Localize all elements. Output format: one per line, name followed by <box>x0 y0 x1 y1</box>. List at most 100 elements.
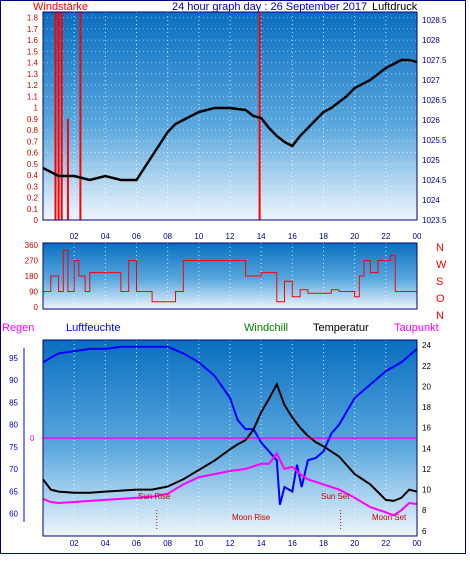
wind-axis-ticks: 1.8 1.7 1.6 1.5 1.4 1.3 1.2 1.1 1 0.9 0.8 0.7 0.6 0.5… <box>27 14 39 225</box>
wind-tick-label: 1.8 <box>27 14 39 23</box>
x-tick-label: 22 <box>381 539 390 548</box>
astro-events: Sun Rise Sun Set Moon Rise Moon Set <box>138 492 407 530</box>
wind-tick-label: 0.4 <box>27 171 39 180</box>
wind-tick-label: 0.5 <box>27 160 39 169</box>
sun-set-label: Sun Set <box>321 492 350 501</box>
moon-rise-label: Moon Rise <box>232 513 271 522</box>
temperature-tick-label: 24 <box>422 341 431 350</box>
pressure-tick-label: 1027 <box>422 76 440 85</box>
humidity-tick-label: 65 <box>9 487 18 496</box>
x-tick-label: 08 <box>163 539 172 548</box>
pressure-tick-label: 1028.5 <box>422 16 447 25</box>
direction-tick-label: 0 <box>34 303 39 312</box>
humidity-tick-label: 95 <box>9 354 18 363</box>
x-tick-label: 16 <box>288 232 297 241</box>
wind-tick-label: 0 <box>34 216 39 225</box>
humidity-axis-ticks: 95 90 85 80 75 70 65 60 <box>9 348 25 522</box>
direction-axis-ticks: 360 270 180 90 0 <box>25 241 39 312</box>
pressure-tick-label: 1024 <box>422 196 440 205</box>
pressure-tick-label: 1027.5 <box>422 56 447 65</box>
x-tick-label: 02 <box>70 539 79 548</box>
x-tick-label: 14 <box>257 539 266 548</box>
temperature-tick-label: 12 <box>422 465 431 474</box>
pressure-tick-label: 1028 <box>422 36 440 45</box>
x-tick-label: 16 <box>288 539 297 548</box>
pressure-label: Luftdruck <box>372 1 418 13</box>
temperature-humidity-panel: 95 90 85 80 75 70 65 60 24 22 20 18 16 14 12 10 8 6 0 Su… <box>9 339 431 548</box>
temperature-tick-label: 6 <box>422 527 427 536</box>
wind-direction-line <box>43 249 418 303</box>
x-tick-label: 12 <box>226 232 235 241</box>
direction-tick-label: 180 <box>25 272 39 281</box>
pressure-tick-label: 1023.5 <box>422 216 447 225</box>
wind-tick-label: 0.9 <box>27 115 39 124</box>
temperature-tick-label: 10 <box>422 486 431 495</box>
wind-pressure-grid <box>43 12 417 221</box>
pressure-tick-label: 1025.5 <box>422 136 447 145</box>
moon-set-label: Moon Set <box>372 513 407 522</box>
pressure-tick-label: 1026.5 <box>422 96 447 105</box>
direction-tick-label: 360 <box>25 241 39 250</box>
pressure-line <box>42 58 418 182</box>
pressure-tick-label: 1025 <box>422 156 440 165</box>
x-axis-ticks: 02 04 06 08 10 12 14 16 18 20 22 00 <box>70 232 422 241</box>
wind-tick-label: 1.6 <box>27 36 39 45</box>
x-tick-label: 00 <box>413 539 422 548</box>
x-tick-label: 06 <box>132 232 141 241</box>
direction-tick-label: 90 <box>29 288 38 297</box>
x-tick-label: 18 <box>319 232 328 241</box>
wind-bars <box>54 12 261 220</box>
x-tick-label: 20 <box>350 539 359 548</box>
temperature-tick-label: 18 <box>422 403 431 412</box>
direction-letter: S <box>436 276 443 288</box>
humidity-tick-label: 75 <box>9 443 18 452</box>
legend-humidity: Luftfeuchte <box>66 322 120 334</box>
temperature-axis-ticks: 24 22 20 18 16 14 12 10 8 6 <box>422 341 431 536</box>
dewpoint-line <box>42 451 418 517</box>
humidity-tick-label: 85 <box>9 398 18 407</box>
pressure-tick-label: 1024.5 <box>422 176 447 185</box>
pressure-tick-label: 1026 <box>422 116 440 125</box>
wind-tick-label: 1 <box>34 104 39 113</box>
wind-tick-label: 1.7 <box>27 25 39 34</box>
legend-temperature: Temperatur <box>313 322 369 334</box>
x-tick-label: 10 <box>194 539 203 548</box>
humidity-tick-label: 70 <box>9 465 18 474</box>
x-tick-label: 10 <box>194 232 203 241</box>
temperature-tick-label: 22 <box>422 362 431 371</box>
x-tick-label: 02 <box>70 232 79 241</box>
x-tick-label: 08 <box>163 232 172 241</box>
rain-tick-label: 0 <box>30 434 35 443</box>
wind-tick-label: 1.4 <box>27 59 39 68</box>
x-tick-label: 14 <box>257 232 266 241</box>
x-tick-label: 06 <box>132 539 141 548</box>
direction-letter: N <box>436 242 444 254</box>
sun-rise-label: Sun Rise <box>138 492 171 501</box>
temperature-tick-label: 20 <box>422 382 431 391</box>
wind-tick-label: 1.3 <box>27 70 39 79</box>
x-tick-label: 12 <box>226 539 235 548</box>
x-tick-label: 00 <box>413 232 422 241</box>
humidity-line <box>42 345 418 506</box>
x-tick-label: 18 <box>319 539 328 548</box>
wind-tick-label: 0.2 <box>27 194 39 203</box>
temperature-line <box>42 381 418 502</box>
wind-tick-label: 1.2 <box>27 81 39 90</box>
wind-tick-label: 0.1 <box>27 205 39 214</box>
graph-title: 24 hour graph day : 26 September 2017 <box>172 1 367 13</box>
temperature-humidity-grid <box>73 340 387 536</box>
wind-tick-label: 0.3 <box>27 182 39 191</box>
wind-label: Windstärke <box>33 1 88 13</box>
temperature-tick-label: 14 <box>422 444 431 453</box>
wind-tick-label: 1.1 <box>27 92 39 101</box>
x-tick-label: 04 <box>101 232 110 241</box>
x-tick-label: 04 <box>101 539 110 548</box>
temperature-tick-label: 8 <box>422 506 427 515</box>
x-tick-label: 20 <box>350 232 359 241</box>
wind-tick-label: 0.8 <box>27 126 39 135</box>
x-tick-label: 22 <box>381 232 390 241</box>
direction-letter: W <box>436 259 447 271</box>
wind-tick-label: 1.5 <box>27 47 39 56</box>
x-axis-ticks-bottom: 02 04 06 08 10 12 14 16 18 20 22 00 <box>70 539 422 548</box>
